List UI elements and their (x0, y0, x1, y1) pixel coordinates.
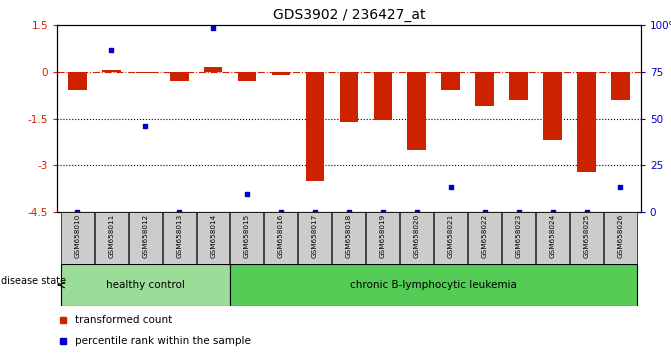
Text: GSM658022: GSM658022 (482, 214, 488, 258)
Point (547, 210, 558, 215)
Bar (136, 72, 154, 73)
Bar (407, 72, 426, 150)
Text: GSM658018: GSM658018 (346, 214, 352, 258)
Point (309, 210, 320, 215)
Text: GSM658012: GSM658012 (142, 214, 148, 258)
Bar (442, 72, 460, 90)
Text: disease state: disease state (1, 276, 66, 286)
Bar (374, 72, 392, 120)
Point (72, 210, 83, 215)
Bar (306, 72, 324, 181)
Point (479, 210, 490, 215)
Bar (475, 72, 494, 106)
Point (140, 124, 151, 129)
Text: GSM658021: GSM658021 (448, 214, 454, 258)
Bar (434, 212, 467, 264)
Bar (604, 212, 637, 264)
Point (378, 210, 389, 215)
Bar (272, 72, 291, 75)
Bar (102, 70, 121, 72)
Bar (68, 72, 87, 90)
Text: GSM658023: GSM658023 (515, 214, 521, 258)
Bar (400, 212, 433, 264)
Bar (61, 264, 229, 306)
Bar (509, 72, 528, 100)
Text: chronic B-lymphocytic leukemia: chronic B-lymphocytic leukemia (350, 280, 517, 290)
Bar (570, 212, 603, 264)
Text: GSM658015: GSM658015 (244, 214, 250, 258)
Bar (611, 72, 630, 100)
Bar (264, 212, 297, 264)
Bar (197, 212, 229, 264)
Bar (536, 212, 569, 264)
Text: transformed count: transformed count (74, 315, 172, 325)
Bar (299, 212, 331, 264)
Bar (366, 212, 399, 264)
Point (276, 210, 287, 215)
Point (411, 210, 422, 215)
Bar (502, 212, 535, 264)
Title: GDS3902 / 236427_at: GDS3902 / 236427_at (272, 8, 425, 22)
Text: percentile rank within the sample: percentile rank within the sample (74, 336, 250, 346)
Text: GSM658010: GSM658010 (74, 214, 81, 258)
Bar (61, 212, 94, 264)
Point (581, 210, 592, 215)
Text: GSM658024: GSM658024 (550, 214, 556, 258)
Text: GSM658014: GSM658014 (210, 214, 216, 258)
Text: GSM658017: GSM658017 (312, 214, 318, 258)
Point (615, 184, 626, 190)
Text: GSM658026: GSM658026 (617, 214, 623, 258)
Point (344, 210, 354, 215)
Bar (577, 72, 596, 172)
Point (513, 210, 524, 215)
Point (106, 47, 117, 53)
Text: GSM658013: GSM658013 (176, 214, 183, 258)
Bar (95, 212, 127, 264)
Point (242, 191, 252, 196)
Bar (170, 72, 189, 81)
Point (446, 184, 456, 190)
Bar (204, 67, 223, 72)
Bar (230, 264, 637, 306)
Text: GSM658020: GSM658020 (414, 214, 420, 258)
Bar (340, 72, 358, 122)
Bar (332, 212, 365, 264)
Bar (230, 212, 264, 264)
Bar (162, 212, 195, 264)
Text: GSM658016: GSM658016 (278, 214, 284, 258)
Text: GSM658025: GSM658025 (584, 214, 590, 258)
Bar (238, 72, 256, 81)
Bar (468, 212, 501, 264)
Text: GSM658019: GSM658019 (380, 214, 386, 258)
Bar (544, 72, 562, 141)
Bar (129, 212, 162, 264)
Text: healthy control: healthy control (106, 280, 185, 290)
Text: GSM658011: GSM658011 (108, 214, 114, 258)
Point (208, 25, 219, 31)
Point (174, 210, 185, 215)
